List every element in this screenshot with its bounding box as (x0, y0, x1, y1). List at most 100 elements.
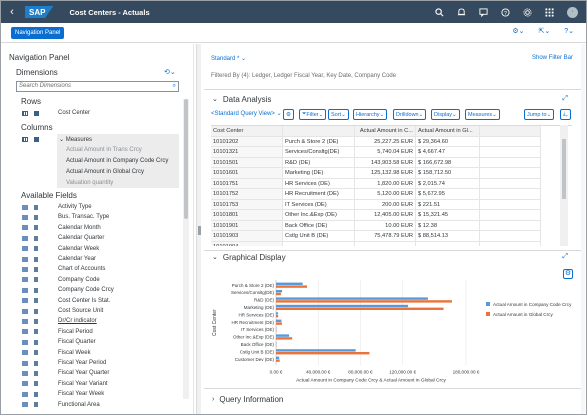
share-dropdown-icon[interactable]: ⇱⌄ (538, 28, 551, 35)
notification-icon[interactable] (457, 7, 466, 17)
search-placeholder: Search Dimensions (19, 83, 72, 89)
navigation-panel-button[interactable]: Navigation Panel (11, 27, 65, 39)
table-row[interactable]: 10101904 (211, 241, 572, 246)
column-header[interactable] (480, 126, 541, 137)
nav-panel-scrollbar[interactable] (183, 99, 189, 399)
available-field-item[interactable]: Company Code Crcy (16, 285, 186, 295)
table-row[interactable]: 10101903 Cstlg Unit B (DE) 75,478.79 EUR $ … (211, 231, 572, 242)
attribute-icon (34, 214, 38, 220)
available-field-item[interactable]: Dr/Cr indicator (16, 316, 186, 326)
table-scrollbar[interactable] (560, 125, 568, 246)
query-information-header[interactable]: › Query Information (204, 392, 582, 406)
available-field-item[interactable]: Fiscal Week (16, 348, 186, 358)
column-header[interactable] (283, 126, 355, 137)
attribute-icon (34, 204, 38, 210)
dimension-icon (22, 329, 28, 335)
measure-item[interactable]: Actual Amount in Company Code Crcy (66, 158, 169, 164)
drilldown-button[interactable]: Drilldown ⌄ (393, 109, 427, 120)
settings-dropdown-icon[interactable]: ⚙⌄ (512, 28, 525, 35)
table-cell: HR Services (DE) (283, 178, 355, 189)
data-analysis-header[interactable]: ⌄ Data Analysis ⤢ (204, 92, 582, 106)
user-avatar[interactable]: · (567, 6, 578, 18)
y-category-label: Other Inc.&Exp (DE) (233, 335, 275, 340)
column-header[interactable]: Cost Center (211, 126, 283, 137)
available-field-item[interactable]: Cost Source Unit (16, 306, 186, 316)
table-cell (480, 178, 541, 189)
measure-item[interactable]: Actual Amount in Trans Crcy (66, 147, 142, 153)
feedback-icon[interactable] (479, 7, 488, 17)
measures-row[interactable] (16, 134, 186, 144)
chart-settings-icon[interactable]: ⚙ (563, 269, 573, 279)
available-field-item[interactable]: Fiscal Year Period (16, 358, 186, 368)
table-row[interactable]: 10101501 R&D (DE) 143,903.58 EUR $ 166,672.… (211, 157, 572, 168)
attribute-icon (34, 339, 38, 345)
table-row[interactable]: 10101901 Back Office (DE) 10.00 EUR $ 12.38 (211, 220, 572, 231)
available-field-item[interactable]: Calendar Quarter (16, 233, 186, 243)
available-field-item[interactable]: Fiscal Year Variant (16, 379, 186, 389)
dimension-icon (22, 308, 28, 314)
help-icon[interactable]: ? (501, 7, 510, 17)
filter-settings-icon[interactable]: ⚙ (283, 109, 294, 120)
available-field-item[interactable]: Fiscal Year Quarter (16, 368, 186, 378)
filter-button[interactable]: ⏷ Filter ⌄ (299, 109, 327, 120)
sap-logo[interactable]: SAP (25, 6, 54, 18)
measure-item[interactable]: Valuation quantity (66, 180, 114, 186)
jump-to-button[interactable]: Jump to ⌄ (524, 109, 555, 120)
dimension-settings-icon[interactable]: ⟲⌄ (164, 69, 176, 76)
measures-header[interactable]: ⌄ Measures (59, 137, 93, 143)
available-field-item[interactable]: Chart of Accounts (16, 264, 186, 274)
bar-company-code-crcy (276, 297, 428, 300)
display-button[interactable]: Display ⌄ (431, 109, 460, 120)
available-field-item[interactable]: Bus. Transac. Type (16, 212, 186, 222)
search-icon[interactable] (435, 7, 444, 17)
data-analysis-toolbar: <Standard Query View> ⌄ ⚙ ⏷ Filter ⌄ Sort… (211, 109, 581, 121)
graphical-display-header[interactable]: ⌄ Graphical Display ⤢ (204, 250, 582, 264)
panel-splitter[interactable] (196, 44, 201, 414)
fullscreen-icon[interactable]: ⤢ (562, 253, 568, 260)
measure-item[interactable]: Actual Amount in Global Crcy (66, 169, 145, 175)
available-field-item[interactable]: Fiscal Period (16, 327, 186, 337)
table-row[interactable]: 10101321 Services/Consltg(DE) 5,740.04 EUR… (211, 147, 572, 158)
available-field-item[interactable]: Fiscal Year Week (16, 389, 186, 399)
table-row[interactable]: 10101202 Purch & Store 2 (DE) 25,227.25 EU… (211, 136, 572, 147)
available-field-item[interactable]: Cost Center Is Stat. (16, 296, 186, 306)
variant-selector[interactable]: Standard * ⌄ (211, 56, 247, 62)
table-row[interactable]: 10101601 Marketing (DE) 125,132.98 EUR $ 15… (211, 168, 572, 179)
available-field-item[interactable]: Company Code (16, 275, 186, 285)
apps-icon[interactable] (545, 7, 554, 17)
sort-button[interactable]: Sort ⌄ (328, 109, 349, 120)
search-dimensions-input[interactable]: Search Dimensions ⌕ (16, 81, 179, 92)
measures-button[interactable]: Measures ⌄ (465, 109, 500, 120)
rows-item[interactable]: Cost Center (16, 108, 186, 118)
column-header[interactable]: Actual Amount in C... (355, 126, 416, 137)
available-field-item[interactable]: Calendar Month (16, 223, 186, 233)
table-row[interactable]: 10101752 HR Recruitment (DE) 5,120.00 EUR $… (211, 189, 572, 200)
measures-list: ⌄ Measures Actual Amount in Trans Crcy A… (57, 134, 179, 188)
table-cell: $ 15,321.45 (416, 210, 480, 221)
available-field-label: Fiscal Year Quarter (58, 370, 110, 377)
table-row[interactable]: 10101801 Other Inc.&Exp (DE) 12,405.00 EUR… (211, 210, 572, 221)
available-field-label: Calendar Month (58, 224, 101, 231)
help-dropdown-icon[interactable]: ?⌄ (564, 28, 574, 35)
available-field-item[interactable]: Activity Type (16, 202, 186, 212)
available-field-item[interactable]: Calendar Week (16, 244, 186, 254)
fullscreen-icon[interactable]: ⤢ (562, 95, 568, 102)
back-icon[interactable]: ‹ (10, 6, 14, 18)
download-icon[interactable]: ⤓⌄ (560, 109, 572, 120)
available-field-item[interactable]: Fiscal Quarter (16, 337, 186, 347)
settings-icon[interactable] (523, 7, 532, 17)
hierarchy-button[interactable]: Hierarchy ⌄ (353, 109, 388, 120)
table-row[interactable]: 10101753 IT Services (DE) 200.00 EUR $ 221.… (211, 199, 572, 210)
available-field-item[interactable]: Calendar Year (16, 254, 186, 264)
attribute-icon (34, 256, 38, 262)
navigation-panel: Navigation Panel Dimensions ⟲⌄ Search Di… (1, 44, 194, 414)
column-header[interactable]: Actual Amount in Gl... (416, 126, 480, 137)
available-field-item[interactable]: Functional Area (16, 400, 186, 410)
show-filter-bar-link[interactable]: Show Filter Bar (531, 55, 573, 61)
page-scrollbar[interactable] (581, 44, 585, 414)
query-view-selector[interactable]: <Standard Query View> ⌄ (211, 111, 282, 117)
table-row[interactable]: 10101751 HR Services (DE) 1,820.00 EUR $ 2,… (211, 178, 572, 189)
search-icon[interactable]: ⌕ (172, 83, 176, 89)
table-cell: $ 221.51 (416, 199, 480, 210)
attribute-icon (34, 225, 38, 231)
